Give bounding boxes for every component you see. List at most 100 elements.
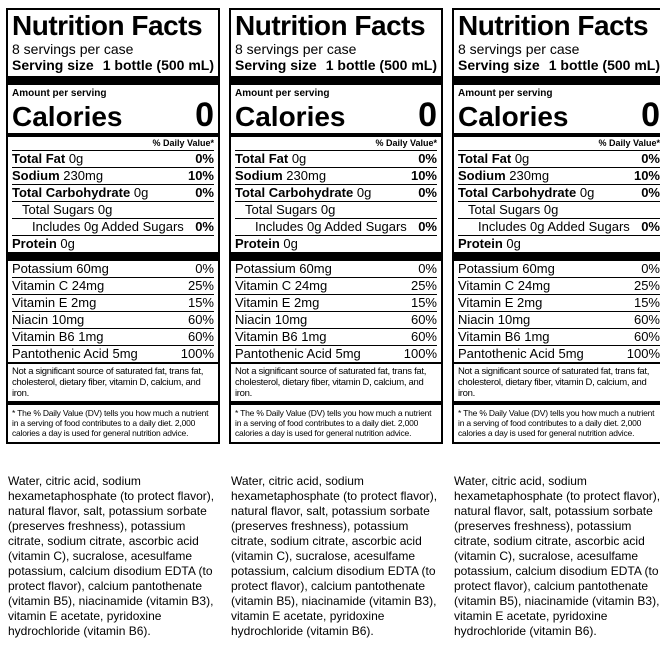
divider-thick [231,76,441,85]
nutrient-row-sugars: Total Sugars 0g [458,201,660,218]
label-title: Nutrition Facts [12,10,203,41]
vitamin-dv: 60% [410,312,437,327]
vitamin-name: Niacin 10mg [235,312,308,327]
servings-per-case: 8 servings per case [458,41,580,57]
label-title: Nutrition Facts [235,10,426,41]
nutrient-name: Includes 0g Added Sugars [478,219,630,234]
nutrient-amount: 230mg [286,168,327,183]
vitamin-dv: 15% [410,295,437,310]
ingredients-text: Water, citric acid, sodium hexametaphosp… [454,474,660,638]
divider-thick [8,76,218,85]
nutrient-name: Total Carbohydrate [235,185,354,200]
nutrition-label: Nutrition Facts 8 servings per case Serv… [6,8,220,444]
nutrient-name: Sodium [12,168,60,183]
vitamin-row: Potassium 60mg 0% [12,261,214,277]
nutrient-dv: 0% [641,185,660,200]
nutrient-name: Protein [235,236,280,251]
vitamin-dv: 15% [187,295,214,310]
divider-thick [231,252,441,261]
daily-value-footnote: * The % Daily Value (DV) tells you how m… [454,401,660,438]
nutrient-row-protein: Protein 0g [12,235,214,252]
nutrient-name: Includes 0g Added Sugars [32,219,184,234]
serving-size-label: Serving size [235,57,317,73]
vitamin-dv: 15% [633,295,660,310]
calories-value: 0 [641,96,660,134]
vitamin-name: Pantothenic Acid 5mg [12,346,138,361]
nutrient-name: Total Sugars 0g [468,202,559,217]
nutrient-amount: 0g [68,151,84,166]
vitamin-dv: 100% [403,346,437,361]
vitamin-name: Vitamin B6 1mg [235,329,327,344]
calories-value: 0 [418,96,437,134]
vitamin-row: Vitamin C 24mg 25% [458,277,660,294]
nutrient-dv: 0% [418,151,437,166]
nutrient-name: Total Carbohydrate [12,185,131,200]
nutrient-dv: 0% [641,151,660,166]
nutrient-row-added-sugars: Includes 0g Added Sugars 0% [458,218,660,235]
nutrient-row-carbohydrate: Total Carbohydrate 0g 0% [458,184,660,201]
nutrient-row-sugars: Total Sugars 0g [12,201,214,218]
nutrient-dv: 10% [410,168,437,183]
nutrient-amount: 0g [356,185,372,200]
vitamin-dv: 25% [187,278,214,293]
vitamin-row: Pantothenic Acid 5mg 100% [235,345,437,362]
vitamin-list: Potassium 60mg 0% Vitamin C 24mg 25% Vitam… [458,261,660,362]
nutrient-name: Total Sugars 0g [245,202,336,217]
nutrient-amount: 0g [133,185,149,200]
servings-per-case: 8 servings per case [235,41,357,57]
serving-size-value: 1 bottle (500 mL) [548,57,660,73]
vitamin-dv: 60% [633,312,660,327]
vitamin-name: Pantothenic Acid 5mg [235,346,361,361]
nutrient-amount: 0g [60,236,75,251]
vitamin-row: Pantothenic Acid 5mg 100% [458,345,660,362]
vitamin-list: Potassium 60mg 0% Vitamin C 24mg 25% Vitam… [12,261,214,362]
divider-thick [454,76,660,85]
nutrient-dv: 0% [195,185,214,200]
nutrient-row-total-fat: Total Fat 0g 0% [458,150,660,167]
vitamin-name: Vitamin B6 1mg [458,329,550,344]
vitamin-name: Vitamin C 24mg [235,278,328,293]
nutrient-name: Protein [12,236,57,251]
vitamin-row: Vitamin B6 1mg 60% [235,328,437,345]
nutrient-name: Total Carbohydrate [458,185,577,200]
nutrient-row-added-sugars: Includes 0g Added Sugars 0% [12,218,214,235]
serving-size-row: Serving size 1 bottle (500 mL) [458,57,660,74]
nutrient-amount: 0g [506,236,521,251]
vitamin-row: Niacin 10mg 60% [458,311,660,328]
calories-row: Calories 0 [458,96,660,134]
nutrient-row-protein: Protein 0g [458,235,660,252]
serving-size-value: 1 bottle (500 mL) [325,57,437,73]
nutrient-amount: 230mg [63,168,104,183]
serving-size-label: Serving size [458,57,540,73]
nutrient-row-carbohydrate: Total Carbohydrate 0g 0% [12,184,214,201]
calories-row: Calories 0 [12,96,214,134]
nutrition-label: Nutrition Facts 8 servings per case Serv… [452,8,660,444]
vitamin-dv: 25% [410,278,437,293]
nutrient-row-protein: Protein 0g [235,235,437,252]
nutrient-name: Total Fat [12,151,66,166]
amount-per-serving: Amount per serving [235,88,330,99]
vitamin-row: Vitamin E 2mg 15% [12,294,214,311]
ingredients-text: Water, citric acid, sodium hexametaphosp… [8,474,215,638]
nutrient-row-added-sugars: Includes 0g Added Sugars 0% [235,218,437,235]
calories-row: Calories 0 [235,96,437,134]
vitamin-dv: 60% [633,329,660,344]
nutrient-name: Protein [458,236,503,251]
vitamin-name: Vitamin B6 1mg [12,329,104,344]
vitamin-name: Niacin 10mg [458,312,531,327]
vitamin-row: Potassium 60mg 0% [458,261,660,277]
serving-size-row: Serving size 1 bottle (500 mL) [235,57,437,74]
vitamin-row: Vitamin C 24mg 25% [12,277,214,294]
calories-value: 0 [195,96,214,134]
amount-per-serving: Amount per serving [458,88,553,99]
daily-value-header: % Daily Value* [231,133,441,150]
vitamin-name: Vitamin E 2mg [458,295,543,310]
nutrient-dv: 0% [641,219,660,234]
vitamin-dv: 0% [418,261,437,276]
not-significant-note: Not a significant source of saturated fa… [8,362,218,401]
nutrient-dv: 0% [195,219,214,234]
nutrient-name: Sodium [458,168,506,183]
amount-per-serving: Amount per serving [12,88,107,99]
nutrient-dv: 0% [418,219,437,234]
vitamin-dv: 0% [641,261,660,276]
